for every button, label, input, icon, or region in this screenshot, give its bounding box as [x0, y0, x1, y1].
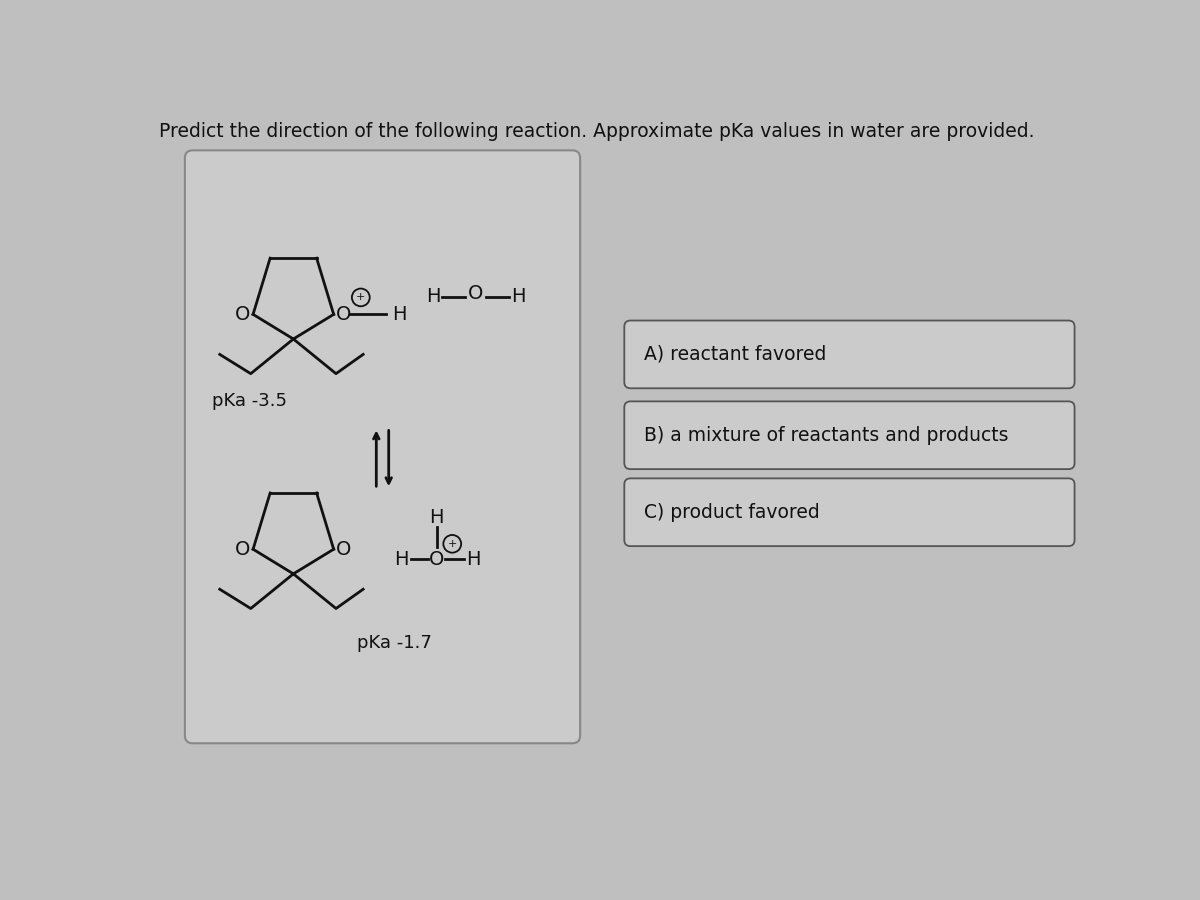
- Text: O: O: [430, 550, 444, 569]
- Text: H: H: [511, 287, 526, 306]
- Text: H: H: [395, 550, 409, 569]
- FancyBboxPatch shape: [185, 150, 580, 743]
- Text: H: H: [466, 550, 480, 569]
- FancyBboxPatch shape: [624, 320, 1074, 388]
- Text: H: H: [392, 305, 407, 324]
- Text: H: H: [430, 508, 444, 527]
- Text: +: +: [448, 539, 457, 549]
- Text: B) a mixture of reactants and products: B) a mixture of reactants and products: [644, 426, 1009, 445]
- Text: A) reactant favored: A) reactant favored: [644, 345, 827, 364]
- Text: C) product favored: C) product favored: [644, 503, 821, 522]
- Text: pKa -3.5: pKa -3.5: [212, 392, 287, 410]
- Text: O: O: [235, 305, 251, 324]
- Text: H: H: [426, 287, 440, 306]
- Text: Predict the direction of the following reaction. Approximate pKa values in water: Predict the direction of the following r…: [160, 122, 1034, 141]
- Text: pKa -1.7: pKa -1.7: [356, 634, 432, 652]
- FancyBboxPatch shape: [624, 401, 1074, 469]
- Text: O: O: [336, 305, 352, 324]
- FancyBboxPatch shape: [624, 479, 1074, 546]
- Text: O: O: [235, 540, 251, 559]
- Text: O: O: [336, 540, 352, 559]
- Text: O: O: [468, 284, 484, 303]
- Text: +: +: [356, 292, 366, 302]
